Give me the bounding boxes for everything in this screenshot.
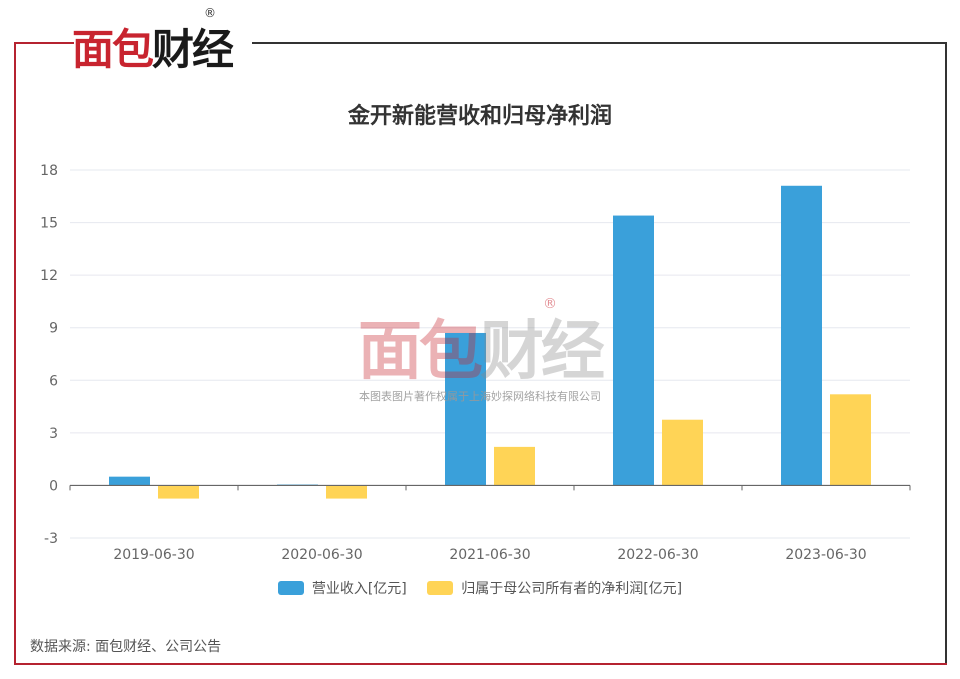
logo-text-red: 面包 xyxy=(72,25,154,74)
logo-registered-mark: ® xyxy=(204,6,216,20)
bars xyxy=(109,185,871,499)
chart-legend: 营业收入[亿元] 归属于母公司所有者的净利润[亿元] xyxy=(0,578,960,599)
frame-top-left-line xyxy=(14,42,74,44)
legend-label-revenue: 营业收入[亿元] xyxy=(311,581,407,597)
legend-item-profit[interactable]: 归属于母公司所有者的净利润[亿元] xyxy=(427,578,682,598)
y-tick-label: 9 xyxy=(49,321,58,337)
frame-right-line xyxy=(945,42,947,665)
bar-profit xyxy=(662,419,703,486)
legend-swatch-profit xyxy=(427,581,454,595)
axes: -3 0 3 6 9 12 15 18 2019-06-30 2020-06-30 2021-06-… xyxy=(40,163,911,563)
frame-bottom-line xyxy=(14,663,947,665)
bar-revenue xyxy=(445,332,486,486)
bar-revenue xyxy=(781,185,822,486)
legend-item-revenue[interactable]: 营业收入[亿元] xyxy=(277,578,407,598)
bar-profit xyxy=(326,485,367,499)
x-tick-label: 2022-06-30 xyxy=(617,547,698,563)
y-tick-label: 6 xyxy=(49,373,58,389)
y-tick-label: 18 xyxy=(40,163,58,179)
x-tick-label: 2019-06-30 xyxy=(113,547,194,563)
frame-top-right-line xyxy=(252,42,947,44)
y-tick-label: -3 xyxy=(44,531,58,547)
y-tick-label: 12 xyxy=(40,268,58,284)
bar-profit xyxy=(830,394,871,486)
x-tick-label: 2023-06-30 xyxy=(785,547,866,563)
data-source-note: 数据来源: 面包财经、公司公告 xyxy=(30,639,222,655)
legend-label-profit: 归属于母公司所有者的净利润[亿元] xyxy=(461,581,683,597)
chart-title: 金开新能营收和归母净利润 xyxy=(347,104,612,129)
x-tick-label: 2020-06-30 xyxy=(281,547,362,563)
y-tick-label: 3 xyxy=(49,426,58,442)
legend-swatch-revenue xyxy=(277,581,304,595)
y-tick-label: 15 xyxy=(40,216,58,232)
logo-text-dark: 财经 xyxy=(152,25,234,74)
brand-logo: 面包财经 ® xyxy=(72,6,252,74)
frame-left-line xyxy=(14,42,16,665)
y-tick-label: 0 xyxy=(49,478,58,494)
bar-profit xyxy=(158,485,199,499)
x-tick-label: 2021-06-30 xyxy=(449,547,530,563)
bar-revenue xyxy=(613,215,654,486)
bar-profit xyxy=(494,446,535,486)
bar-revenue xyxy=(109,476,150,486)
